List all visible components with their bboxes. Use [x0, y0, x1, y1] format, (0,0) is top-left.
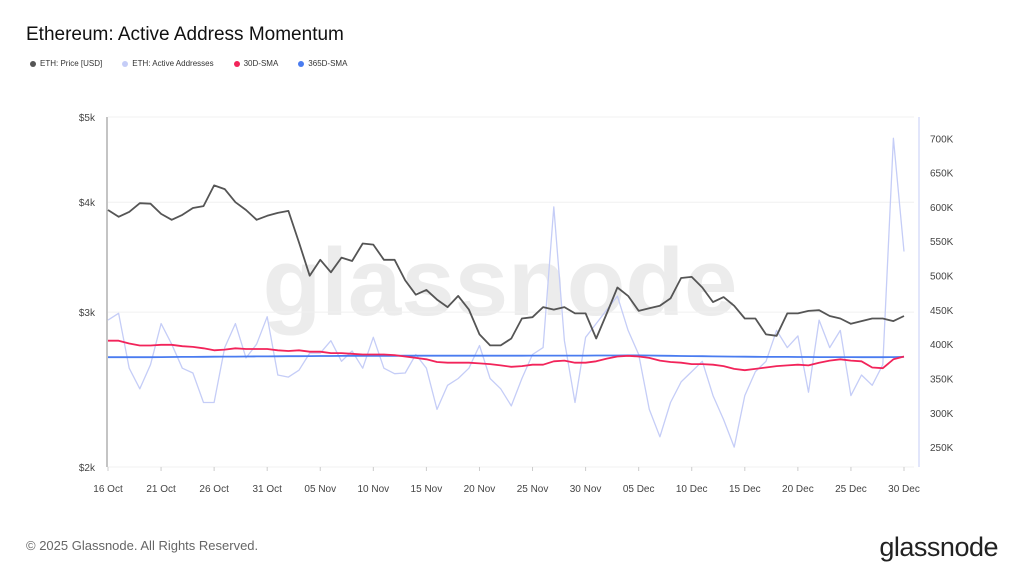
x-tick-label: 31 Oct	[252, 484, 282, 495]
right-tick-label: 350K	[930, 374, 954, 385]
x-tick-label: 15 Nov	[411, 484, 443, 495]
right-tick-label: 250K	[930, 443, 954, 454]
chart-title: Ethereum: Active Address Momentum	[26, 24, 344, 45]
legend: ETH: Price [USD] ETH: Active Addresses 30D…	[30, 59, 347, 68]
x-tick-label: 15 Dec	[729, 484, 761, 495]
legend-item[interactable]: ETH: Price [USD]	[30, 59, 102, 68]
series-line-30d-sma	[108, 339, 905, 372]
glassnode-logo: glassnode	[879, 532, 998, 562]
legend-dot-icon	[233, 60, 240, 67]
legend-label: ETH: Price [USD]	[40, 59, 103, 68]
copyright: © 2025 Glassnode. All Rights Reserved.	[26, 538, 259, 553]
legend-label: 365D-SMA	[308, 59, 348, 68]
right-tick-label: 650K	[930, 169, 954, 180]
right-tick-label: 300K	[930, 409, 954, 420]
x-tick-label: 26 Oct	[199, 484, 229, 495]
right-tick-label: 450K	[930, 306, 954, 317]
x-tick-label: 25 Dec	[835, 484, 867, 495]
right-tick-label: 700K	[930, 134, 954, 145]
series-line-365d-sma	[108, 354, 905, 359]
legend-dot-icon	[298, 60, 305, 67]
legend-dot-icon	[122, 60, 129, 67]
x-tick-label: 30 Nov	[570, 484, 602, 495]
legend-item[interactable]: ETH: Active Addresses	[122, 59, 214, 68]
x-tick-label: 25 Nov	[517, 484, 549, 495]
legend-dot-icon	[30, 60, 36, 67]
left-tick-label: $5k	[79, 113, 96, 124]
watermark: glassnode	[263, 229, 738, 336]
series-line-eth-active-addresses	[107, 137, 905, 448]
right-tick-label: 600K	[930, 203, 954, 214]
x-tick-label: 21 Oct	[146, 484, 176, 495]
x-tick-label: 10 Nov	[357, 484, 389, 495]
right-tick-label: 400K	[930, 340, 954, 351]
x-tick-label: 16 Oct	[93, 484, 123, 495]
left-tick-label: $2k	[79, 463, 96, 474]
left-tick-label: $3k	[79, 308, 96, 319]
legend-item[interactable]: 30D-SMA	[233, 59, 279, 68]
x-tick-label: 05 Dec	[623, 484, 655, 495]
legend-item[interactable]: 365D-SMA	[298, 59, 347, 68]
right-tick-label: 550K	[930, 237, 954, 248]
right-tick-label: 500K	[930, 272, 954, 283]
legend-label: ETH: Active Addresses	[132, 59, 214, 68]
x-tick-label: 10 Dec	[676, 484, 708, 495]
series-line-eth-price-usd	[107, 184, 905, 347]
legend-label: 30D-SMA	[243, 59, 279, 68]
x-tick-label: 30 Dec	[888, 484, 920, 495]
x-tick-label: 20 Dec	[782, 484, 814, 495]
x-tick-label: 20 Nov	[464, 484, 496, 495]
x-tick-label: 05 Nov	[304, 484, 336, 495]
left-tick-label: $4k	[79, 198, 96, 209]
